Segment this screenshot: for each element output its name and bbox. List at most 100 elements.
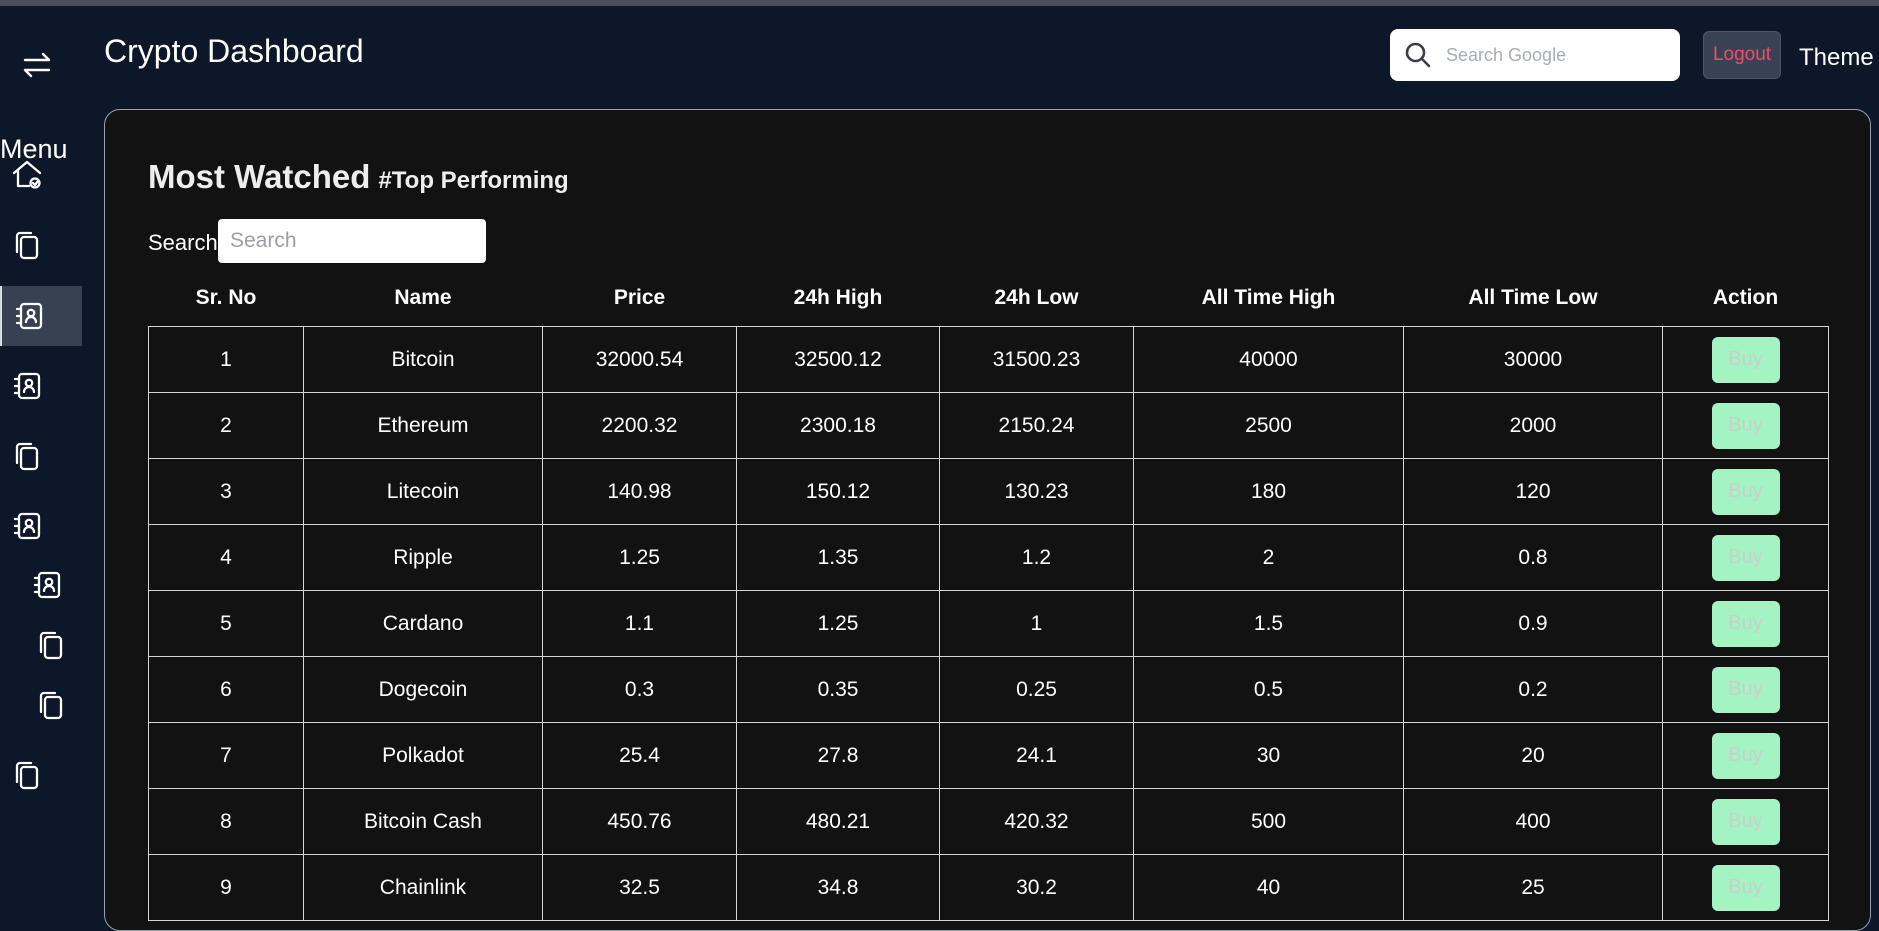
table-cell: Cardano	[303, 590, 543, 657]
buy-button[interactable]: Buy	[1711, 402, 1780, 449]
buy-button[interactable]: Buy	[1711, 864, 1780, 911]
table-cell: 30000	[1403, 326, 1663, 393]
action-cell: Buy	[1662, 722, 1829, 789]
table-cell: 0.5	[1133, 656, 1404, 723]
table-cell: 1.25	[542, 524, 737, 591]
panel-title-text: Most Watched	[148, 158, 371, 195]
table-cell: 7	[148, 722, 304, 789]
table-cell: 40	[1133, 854, 1404, 921]
logout-button[interactable]: Logout	[1703, 31, 1781, 79]
table-row: 4 Ripple 1.25 1.35 1.2 2 0.8 Buy	[148, 524, 1829, 591]
table-cell: Litecoin	[303, 458, 543, 525]
table-cell: 2	[1133, 524, 1404, 591]
table-cell: 120	[1403, 458, 1663, 525]
table-cell: 0.3	[542, 656, 737, 723]
buy-button[interactable]: Buy	[1711, 732, 1780, 779]
table-cell: 500	[1133, 788, 1404, 855]
table-cell: 1.5	[1133, 590, 1404, 657]
table-cell: 3	[148, 458, 304, 525]
table-cell: 34.8	[736, 854, 940, 921]
table-cell: 25	[1403, 854, 1663, 921]
table-cell: 1.35	[736, 524, 940, 591]
action-cell: Buy	[1662, 458, 1829, 525]
buy-button[interactable]: Buy	[1711, 798, 1780, 845]
table-cell: 32500.12	[736, 326, 940, 393]
table-row: 3 Litecoin 140.98 150.12 130.23 180 120 Buy	[148, 458, 1829, 525]
table-cell: 4	[148, 524, 304, 591]
copy-icon	[39, 631, 63, 660]
table-cell: 2150.24	[939, 392, 1134, 459]
sidebar-item-10[interactable]	[0, 745, 82, 805]
buy-button[interactable]: Buy	[1711, 666, 1780, 713]
table-cell: 2	[148, 392, 304, 459]
contact-book-icon	[13, 372, 41, 400]
table-cell: 30	[1133, 722, 1404, 789]
contact-book-icon	[13, 512, 41, 540]
table-cell: 150.12	[736, 458, 940, 525]
table-search-input[interactable]	[218, 219, 486, 263]
panel-title: Most Watched #Top Performing	[148, 158, 569, 196]
table-cell: 30.2	[939, 854, 1134, 921]
buy-button[interactable]: Buy	[1711, 468, 1780, 515]
sidebar-item-4[interactable]	[0, 356, 82, 416]
table-cell: 24.1	[939, 722, 1134, 789]
coin-table: Sr. No Name Price 24h High 24h Low All Time H…	[148, 270, 1829, 921]
column-header: Sr. No	[195, 286, 257, 309]
copy-icon	[15, 761, 39, 790]
most-watched-panel: Most Watched #Top Performing Search Sr. N…	[104, 109, 1871, 931]
buy-button[interactable]: Buy	[1711, 600, 1780, 647]
action-cell: Buy	[1662, 854, 1829, 921]
sidebar-item-3[interactable]	[0, 286, 82, 346]
app-title: Crypto Dashboard	[104, 33, 364, 69]
action-cell: Buy	[1662, 788, 1829, 855]
buy-button[interactable]: Buy	[1711, 336, 1780, 383]
table-cell: 9	[148, 854, 304, 921]
table-cell: 32000.54	[542, 326, 737, 393]
sidebar-item-6[interactable]	[0, 496, 82, 556]
column-header: 24h Low	[994, 286, 1079, 309]
sidebar-item-7[interactable]	[0, 555, 82, 615]
table-cell: 0.35	[736, 656, 940, 723]
table-search-label: Search	[148, 230, 218, 255]
table-cell: 1	[939, 590, 1134, 657]
panel-subtitle: #Top Performing	[378, 167, 569, 194]
table-cell: 1.2	[939, 524, 1134, 591]
column-header: Action	[1712, 286, 1779, 309]
action-cell: Buy	[1662, 590, 1829, 657]
window-top-border	[0, 0, 1879, 6]
table-row: 2 Ethereum 2200.32 2300.18 2150.24 2500 2000 Bu…	[148, 392, 1829, 459]
home-icon	[12, 160, 42, 189]
table-cell: 5	[148, 590, 304, 657]
table-cell: 6	[148, 656, 304, 723]
table-row: 9 Chainlink 32.5 34.8 30.2 40 25 Buy	[148, 854, 1829, 921]
sidebar-item-1[interactable]	[0, 145, 82, 205]
google-search-input[interactable]	[1444, 43, 1668, 67]
table-cell: 8	[148, 788, 304, 855]
table-cell: Chainlink	[303, 854, 543, 921]
theme-toggle[interactable]: Theme	[1799, 44, 1874, 71]
sidebar-item-5[interactable]	[0, 426, 82, 486]
buy-button[interactable]: Buy	[1711, 534, 1780, 581]
table-cell: Dogecoin	[303, 656, 543, 723]
table-cell: 1.25	[736, 590, 940, 657]
column-header: Name	[394, 286, 452, 309]
table-cell: 25.4	[542, 722, 737, 789]
table-cell: 31500.23	[939, 326, 1134, 393]
action-cell: Buy	[1662, 656, 1829, 723]
sidebar-item-8[interactable]	[0, 615, 82, 675]
table-cell: 2000	[1403, 392, 1663, 459]
swap-arrows-icon	[23, 52, 51, 78]
table-cell: 2300.18	[736, 392, 940, 459]
table-row: 5 Cardano 1.1 1.25 1 1.5 0.9 Buy	[148, 590, 1829, 657]
table-cell: Bitcoin Cash	[303, 788, 543, 855]
table-cell: 140.98	[542, 458, 737, 525]
table-cell: 20	[1403, 722, 1663, 789]
table-cell: 400	[1403, 788, 1663, 855]
table-cell: 40000	[1133, 326, 1404, 393]
table-header-row: Sr. No Name Price 24h High 24h Low All Time H…	[149, 270, 1829, 327]
sidebar-item-9[interactable]	[0, 675, 82, 735]
table-row: 1 Bitcoin 32000.54 32500.12 31500.23 40000 300…	[148, 326, 1829, 393]
sidebar-toggle-button[interactable]	[20, 48, 54, 82]
table-cell: 32.5	[542, 854, 737, 921]
sidebar-item-2[interactable]	[0, 215, 82, 275]
